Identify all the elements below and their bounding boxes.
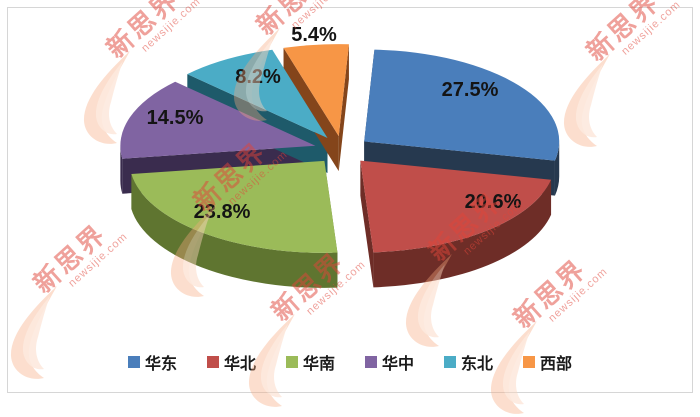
chart-frame [7, 7, 693, 393]
legend: 华东 华北 华南 华中 东北 西部 [0, 350, 700, 374]
legend-label-huabei: 华北 [223, 356, 256, 373]
slice-value-label-dongbei: 8.2% [235, 66, 281, 88]
pie-slice-surface [131, 173, 338, 288]
slice-value-label-xibu: 5.4% [291, 24, 337, 46]
legend-swatch-huanan [285, 356, 298, 368]
pie-chart [120, 44, 560, 288]
legend-label-xibu: 西部 [540, 356, 573, 373]
slice-value-label-huanan: 23.8% [193, 201, 251, 223]
legend-item-huanan: 华南 [285, 350, 335, 374]
pie-slice-surface [364, 49, 560, 161]
legend-label-huanan: 华南 [302, 356, 335, 373]
pie-slice-surface [120, 145, 123, 194]
legend-label-huazhong: 华中 [382, 356, 415, 373]
legend-swatch-huazhong [365, 356, 377, 368]
legend-item-huadong: 华东 [127, 350, 177, 374]
legend-swatch-huadong [127, 356, 140, 368]
legend-item-dongbei: 东北 [444, 350, 493, 374]
legend-item-xibu: 西部 [523, 350, 572, 374]
slice-value-label-huazhong: 14.5% [146, 107, 204, 129]
legend-item-huabei: 华北 [206, 350, 256, 374]
legend-item-huazhong: 华中 [365, 350, 414, 374]
pie-slice-surface [131, 160, 338, 253]
pie-slice-surface [283, 44, 349, 137]
pie-slice-surface [283, 47, 339, 172]
pie-slice-surface [373, 179, 552, 288]
pie-slice-surface [338, 44, 349, 172]
legend-label-huadong: 华东 [144, 356, 177, 373]
pie-slice-surface [120, 81, 316, 159]
slice-value-label-huadong: 27.5% [441, 79, 499, 101]
slice-value-label-huabei: 20.6% [464, 191, 522, 213]
pie-slice-surface [360, 160, 552, 253]
legend-swatch-xibu [523, 356, 536, 368]
legend-swatch-dongbei [444, 356, 457, 368]
pie-slice-surface [554, 141, 560, 196]
legend-swatch-huabei [206, 356, 219, 368]
pie-slice-surface [187, 49, 328, 139]
legend-label-dongbei: 东北 [461, 356, 494, 373]
pie-slice-surface [360, 160, 374, 288]
